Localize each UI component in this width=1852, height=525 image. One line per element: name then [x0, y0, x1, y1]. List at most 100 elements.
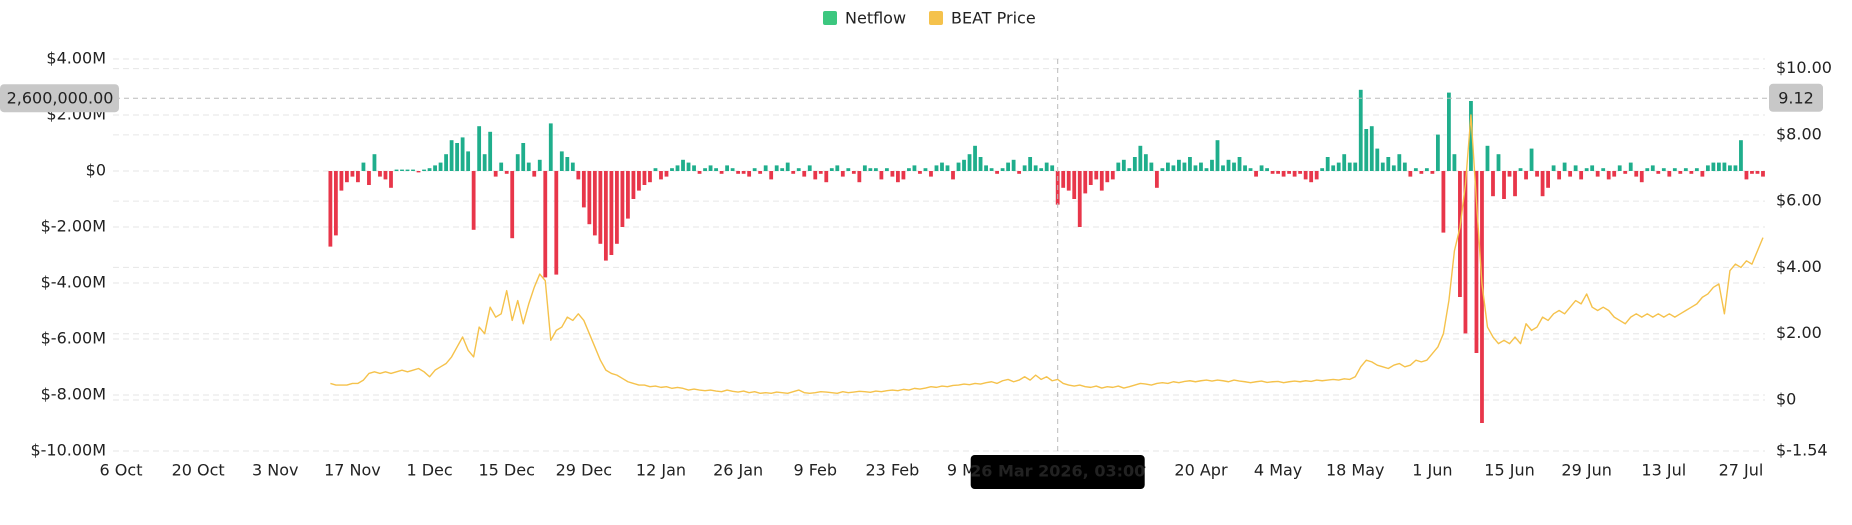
bar [1722, 162, 1727, 171]
x-tick-label: 15 Dec [478, 461, 534, 480]
x-tick-label: 18 May [1326, 461, 1385, 480]
bar [1595, 171, 1600, 177]
bar [967, 154, 972, 171]
bar [1138, 145, 1143, 171]
bar [1397, 154, 1402, 171]
bar [1226, 159, 1231, 171]
x-tick-label: 20 Oct [172, 461, 225, 480]
bar [1094, 171, 1099, 180]
bar [907, 168, 911, 171]
crosshair-x-box [970, 455, 1145, 489]
bar [1584, 168, 1589, 171]
bar [488, 131, 493, 171]
bar [356, 171, 360, 183]
bar [1463, 171, 1468, 334]
bar [692, 165, 696, 171]
bar [587, 171, 592, 225]
crosshair-y2-box [1769, 83, 1823, 112]
bar [1347, 162, 1352, 171]
bar [471, 171, 476, 230]
bar [769, 171, 774, 180]
x-tick-label: 6 Oct [100, 461, 143, 480]
bar [1667, 171, 1672, 177]
bar [1259, 165, 1264, 171]
bar [1728, 165, 1732, 171]
bar [813, 171, 818, 180]
bar [565, 157, 570, 171]
bar [1568, 171, 1573, 177]
bar [659, 171, 663, 180]
y-tick-label: $-8.00M [41, 385, 106, 404]
y2-tick-label: $6.00 [1776, 191, 1822, 210]
bar [1469, 101, 1473, 171]
bar [631, 171, 636, 199]
bar [1342, 154, 1347, 171]
bar [890, 171, 895, 177]
bar [559, 151, 564, 171]
bar [576, 171, 581, 180]
y2-tick-label: $10.00 [1776, 58, 1832, 77]
bar [741, 171, 746, 174]
bar [879, 171, 884, 180]
bar [328, 171, 333, 247]
bar [1039, 168, 1044, 171]
x-tick-label: 26 Jan [713, 461, 763, 480]
bar [405, 169, 410, 171]
bar [807, 165, 812, 171]
bar [1408, 171, 1413, 177]
bar [758, 171, 763, 174]
bar [620, 171, 625, 227]
bar [1413, 168, 1418, 171]
bar [1435, 134, 1440, 171]
bar [1491, 171, 1495, 197]
bar [1705, 165, 1710, 171]
bar [1116, 162, 1121, 171]
bar [1739, 140, 1743, 171]
bar [1573, 165, 1578, 171]
bar [1309, 171, 1314, 183]
bar [554, 171, 559, 275]
x-tick-label: 23 Feb [866, 461, 920, 480]
x-tick-label: 12 Jan [636, 461, 686, 480]
bar [394, 169, 399, 171]
bar [1088, 171, 1093, 185]
bar [840, 171, 845, 177]
price-line [330, 114, 1764, 395]
bar [1391, 165, 1396, 171]
bar [1402, 162, 1407, 171]
bar [1617, 165, 1622, 171]
bar [400, 169, 404, 171]
bar [1099, 171, 1104, 191]
bar [1061, 171, 1066, 188]
bar [532, 171, 537, 177]
bar [1028, 157, 1033, 171]
bar [1154, 171, 1159, 188]
bar [1188, 157, 1192, 171]
bar [984, 165, 988, 171]
crosshair-y-label: 2,600,000.00 [7, 89, 114, 108]
bar [1557, 171, 1562, 180]
bar [510, 171, 515, 239]
bar [862, 165, 867, 171]
bar [637, 171, 641, 191]
bar [719, 171, 724, 174]
legend: Netflow BEAT Price [823, 9, 1036, 28]
bar [1171, 165, 1176, 171]
bar [929, 171, 933, 177]
bar [1369, 126, 1374, 171]
bar [1750, 171, 1754, 174]
bar [1325, 157, 1330, 171]
bar [1364, 129, 1369, 171]
bar [818, 171, 823, 174]
bar [460, 137, 465, 171]
y-tick-label: $-2.00M [41, 217, 106, 236]
bar [1237, 157, 1242, 171]
bar [1661, 168, 1666, 171]
bar [747, 171, 752, 177]
bar [1601, 168, 1606, 171]
bar [1066, 171, 1071, 191]
bar [493, 171, 498, 177]
bar [791, 171, 796, 174]
bar [1639, 171, 1644, 183]
